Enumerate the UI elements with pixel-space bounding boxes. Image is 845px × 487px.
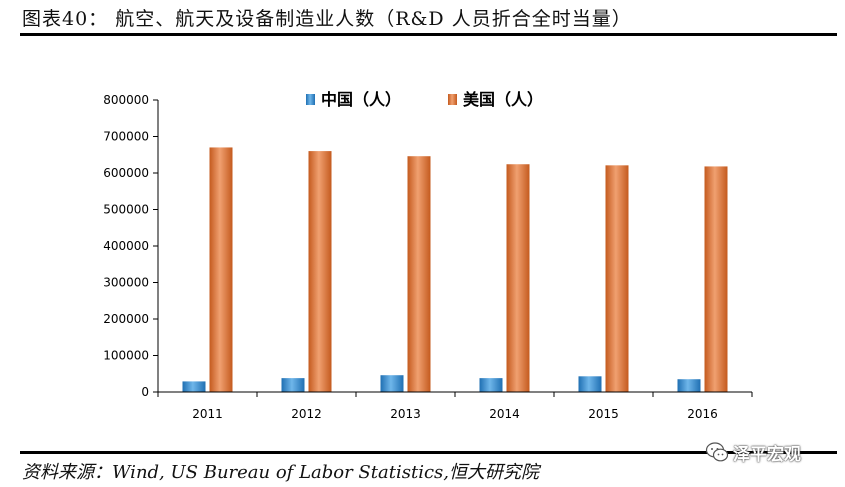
x-tick-label: 2011 <box>192 407 223 421</box>
x-tick-label: 2014 <box>489 407 520 421</box>
y-tick-label: 700000 <box>103 130 149 144</box>
bar-usa <box>308 151 332 392</box>
bar-china <box>479 378 503 392</box>
bar-china <box>281 378 305 392</box>
y-tick-label: 600000 <box>103 166 149 180</box>
y-tick-label: 200000 <box>103 312 149 326</box>
wechat-icon <box>705 442 729 462</box>
title-divider <box>20 33 837 36</box>
footer-divider <box>20 451 837 454</box>
legend-swatch <box>448 94 457 105</box>
source-note: 资料来源：Wind, US Bureau of Labor Statistics… <box>22 462 539 483</box>
chart-legend: 中国（人） 美国（人） <box>306 90 543 109</box>
bar-usa <box>605 165 629 392</box>
legend-label: 美国（人） <box>463 90 543 109</box>
bar-usa <box>506 164 530 392</box>
watermark-text: 泽平宏观 <box>733 445 801 465</box>
x-tick-label: 2015 <box>588 407 619 421</box>
bar-usa <box>407 156 431 392</box>
y-tick-label: 0 <box>141 385 149 399</box>
x-axis-ticks: 2011 2012 2013 2014 2015 2016 <box>157 392 753 421</box>
axes <box>157 100 752 393</box>
watermark: 泽平宏观 <box>705 440 840 465</box>
x-tick-label: 2012 <box>291 407 322 421</box>
y-axis-ticks: 0 100000 200000 300000 400000 500000 600000 700… <box>103 93 158 399</box>
bar-usa <box>704 166 728 392</box>
x-tick-label: 2013 <box>390 407 421 421</box>
bar-chart: 0 100000 200000 300000 400000 500000 600000 700… <box>103 90 753 421</box>
y-tick-label: 800000 <box>103 93 149 107</box>
bar-china <box>677 379 701 392</box>
bar-china <box>578 376 602 392</box>
legend-label: 中国（人） <box>321 90 401 109</box>
bar-usa <box>209 147 233 392</box>
y-tick-label: 500000 <box>103 203 149 217</box>
bars <box>182 147 728 392</box>
bar-china <box>380 375 404 392</box>
legend-swatch <box>306 94 315 105</box>
y-tick-label: 300000 <box>103 276 149 290</box>
y-tick-label: 400000 <box>103 239 149 253</box>
x-tick-label: 2016 <box>687 407 718 421</box>
y-tick-label: 100000 <box>103 349 149 363</box>
bar-china <box>182 381 206 392</box>
page-title: 图表40： 航空、航天及设备制造业人数（R&D 人员折合全时当量） <box>22 8 632 30</box>
